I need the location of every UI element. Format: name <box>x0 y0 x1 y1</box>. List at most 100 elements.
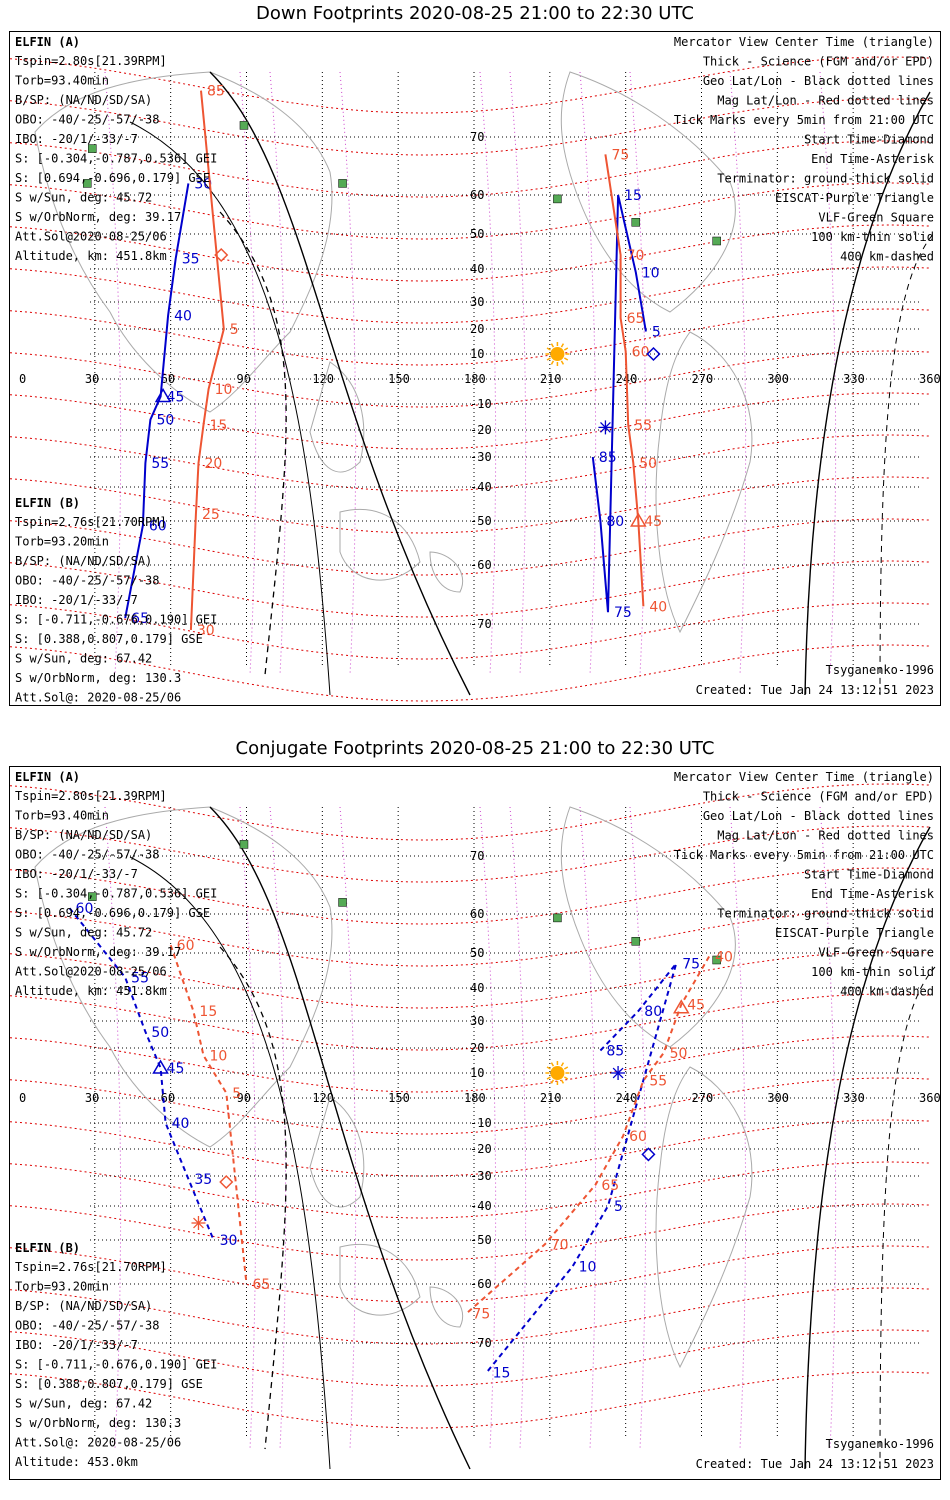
elfin-b-tick-label: 5 <box>230 322 239 338</box>
elfin-b-tick-label: 55 <box>634 418 652 434</box>
panel-title-down: Down Footprints 2020-08-25 21:00 to 22:3… <box>256 3 694 24</box>
elfin-b-info-line: B/SP: (NA/ND/SD/SA) <box>15 554 152 568</box>
y-tick-label: 40 <box>470 981 484 995</box>
elfin-a-info-line: Tspin=2.80s[21.39RPM] <box>15 789 167 803</box>
elfin-b-info-line: S w/Sun, deg: 67.42 <box>15 1397 152 1411</box>
y-tick-label: 50 <box>470 946 484 960</box>
elfin-a-info-line: Altitude, km: 451.8km <box>15 249 167 263</box>
elfin-b-info-line: S w/OrbNorm, deg: 130.3 <box>15 1416 181 1430</box>
y-tick-label: -50 <box>470 514 492 528</box>
y-tick-label: -40 <box>470 1199 492 1213</box>
legend-line: Terminator: ground-thick solid <box>717 907 934 921</box>
altitude-400km-line <box>219 211 287 676</box>
x-tick-label: 330 <box>843 372 865 386</box>
elfin-a-title: ELFIN (A) <box>15 770 80 784</box>
legend-line: 100 km-thin solid <box>811 230 934 244</box>
elfin-b-tick-label: 15 <box>199 1004 217 1020</box>
x-tick-label: 150 <box>388 372 410 386</box>
elfin-a-tick-label: 85 <box>599 450 617 466</box>
elfin-a-info-line: S: [-0.304,-0.787,0.536] GEI <box>15 887 217 901</box>
legend-line: 400 km-dashed <box>840 985 934 999</box>
elfin-b-tick-label: 70 <box>551 1237 569 1253</box>
y-tick-label: -20 <box>470 423 492 437</box>
model-label: Tsyganenko-1996 <box>826 1437 934 1451</box>
legend-line: Mag Lat/Lon - Red dotted lines <box>717 829 934 843</box>
elfin-a-tick-label: 35 <box>182 252 200 268</box>
sun-ray <box>546 1076 551 1080</box>
y-tick-label: 30 <box>470 295 484 309</box>
sun-ray <box>550 360 555 365</box>
sun-ray <box>563 1076 569 1080</box>
elfin-b-tick-label: 50 <box>639 456 657 472</box>
asterisk-stroke <box>193 1217 204 1229</box>
elfin-a-tick-label: 30 <box>220 1233 238 1249</box>
elfin-a-info-line: B/SP: (NA/ND/SD/SA) <box>15 93 152 107</box>
asterisk-stroke <box>600 421 611 433</box>
start-time-diamond <box>646 346 661 362</box>
sun-ray <box>560 1079 565 1084</box>
center-time-triangle <box>152 1059 169 1074</box>
elfin-b-tick-label: 25 <box>202 507 220 523</box>
elfin-a-tick-label: 55 <box>151 456 169 472</box>
elfin-a-info-line: S w/Sun, deg: 45.72 <box>15 191 152 205</box>
continent-outline <box>560 71 736 313</box>
elfin-b-info-line: S w/Sun, deg: 67.42 <box>15 652 152 666</box>
elfin-b-tick-label: 10 <box>210 1049 228 1065</box>
elfin-b-info-line: S w/OrbNorm, deg: 130.3 <box>15 671 181 685</box>
sun-ray <box>563 347 569 351</box>
elfin-a-info-line: B/SP: (NA/ND/SD/SA) <box>15 828 152 842</box>
elfin-a-tick-label: 50 <box>156 413 174 429</box>
elfin-b-tick-label: 5 <box>232 1086 241 1102</box>
vlf-station-square <box>338 898 347 907</box>
y-tick-label: 10 <box>470 347 484 361</box>
mag-lon-line <box>819 806 837 1450</box>
terminator-line-east <box>804 826 931 1470</box>
elfin-a-info-line: S w/Sun, deg: 45.72 <box>15 926 152 940</box>
x-tick-label: 330 <box>843 1091 865 1105</box>
altitude-100km-line <box>129 856 331 1470</box>
x-tick-label: 300 <box>767 372 789 386</box>
elfin-a-tick-label: 15 <box>624 188 642 204</box>
center-time-triangle <box>154 388 172 403</box>
legend-line: Start Time-Diamond <box>804 868 934 882</box>
y-tick-label: -30 <box>470 450 492 464</box>
legend-line: Mercator View Center Time (triangle) <box>674 35 934 49</box>
elfin-a-tick-label: 5 <box>614 1199 623 1215</box>
continent-outline <box>34 806 333 1148</box>
sun-icon <box>550 347 565 361</box>
continent-outline <box>309 361 365 473</box>
legend-line: 100 km-thin solid <box>811 965 934 979</box>
elfin-a-tick-label: 50 <box>151 1025 169 1041</box>
elfin-b-info-line: Att.Sol@: 2020-08-25/06 <box>15 1436 181 1450</box>
elfin-a-tick-label: 10 <box>642 265 660 281</box>
legend-line: Thick - Science (FGM and/or EPD) <box>703 55 934 69</box>
elfin-a-tick-label: 75 <box>614 605 632 621</box>
legend-line: EISCAT-Purple Triangle <box>775 191 934 205</box>
vlf-station-square <box>553 913 562 923</box>
asterisk-stroke <box>612 1067 624 1079</box>
sun-ray <box>546 347 551 351</box>
elfin-b-track <box>169 944 248 1285</box>
y-tick-label: 30 <box>470 1014 484 1028</box>
continent-outline <box>34 71 333 413</box>
elfin-a-info-line: Att.Sol@2020-08-25/06 <box>15 965 167 979</box>
elfin-b-track <box>189 90 225 630</box>
elfin-b-info-line: Tspin=2.76s[21.70RPM] <box>15 1260 167 1274</box>
y-tick-label: -30 <box>470 1169 492 1183</box>
sun-ray <box>563 357 569 361</box>
sun-icon <box>550 1066 565 1080</box>
elfin-b-tick-label: 65 <box>627 311 645 327</box>
vlf-station-square <box>712 955 721 965</box>
elfin-a-tick-label: 10 <box>579 1259 597 1275</box>
elfin-a-info-line: Att.Sol@2020-08-25/06 <box>15 230 167 244</box>
elfin-b-tick-label: 75 <box>472 1307 490 1323</box>
x-tick-label: 90 <box>237 372 251 386</box>
terminator-line <box>209 806 471 1470</box>
elfin-a-info-line: Torb=93.40min <box>15 74 109 88</box>
elfin-a-title: ELFIN (A) <box>15 35 80 49</box>
elfin-b-info-line: OBO: -40/-25/-57/-38 <box>15 1319 160 1333</box>
elfin-b-info-line: S: [-0.711,-0.676,0.190] GEI <box>15 613 217 627</box>
x-tick-label: 150 <box>388 1091 410 1105</box>
x-tick-label: 210 <box>540 372 562 386</box>
elfin-b-tick-label: 20 <box>204 456 222 472</box>
